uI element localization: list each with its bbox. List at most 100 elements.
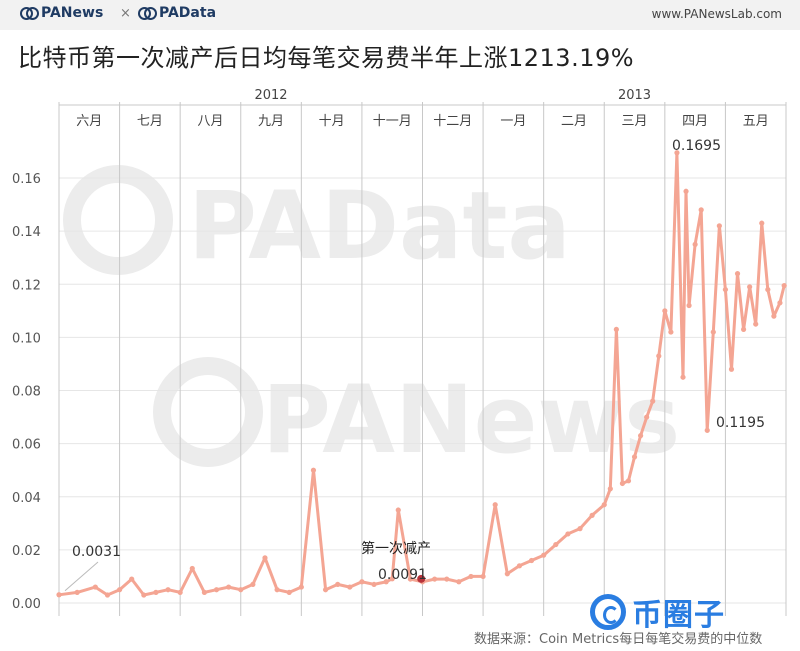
data-point — [322, 587, 329, 593]
data-point — [589, 512, 595, 518]
data-point — [740, 326, 747, 333]
data-point — [716, 223, 722, 229]
brand-separator: × — [120, 6, 131, 21]
month-label: 十二月 — [433, 114, 472, 129]
data-point — [638, 433, 644, 439]
data-point — [74, 589, 80, 595]
data-point — [189, 565, 195, 572]
data-point — [747, 284, 753, 290]
data-point — [528, 557, 535, 564]
data-point — [238, 587, 244, 593]
month-label: 十一月 — [373, 114, 412, 129]
data-point — [153, 589, 159, 595]
year-label: 2013 — [618, 88, 651, 103]
data-point — [674, 150, 680, 156]
data-point — [625, 478, 632, 484]
data-point — [444, 576, 450, 582]
data-point — [432, 576, 438, 582]
data-point — [619, 480, 626, 487]
data-point — [728, 366, 735, 372]
data-point — [668, 329, 674, 335]
data-point — [347, 584, 353, 590]
data-point — [262, 555, 268, 561]
annotation-end-value: 0.1195 — [716, 415, 765, 431]
data-point — [662, 308, 668, 314]
panews-logo: PANews — [20, 5, 103, 21]
halving-marker — [417, 574, 426, 583]
data-point — [722, 286, 729, 293]
data-point — [389, 576, 395, 582]
data-point — [56, 592, 62, 598]
panews-brand-text: PANews — [41, 5, 104, 21]
data-point — [310, 467, 317, 473]
y-tick-label: 0.08 — [12, 385, 41, 400]
month-label: 六月 — [76, 114, 102, 129]
data-point — [492, 502, 498, 508]
month-label: 十月 — [319, 114, 345, 129]
data-point — [141, 592, 147, 598]
data-source-note: 数据来源：Coin Metrics每日每笔交易费的中位数 — [474, 632, 763, 647]
data-point — [456, 579, 462, 585]
month-label: 五月 — [743, 114, 769, 129]
data-point — [516, 563, 523, 569]
data-point — [565, 531, 571, 537]
data-point — [274, 587, 280, 593]
year-label: 2012 — [254, 88, 287, 103]
month-label: 一月 — [500, 114, 526, 129]
data-point — [734, 271, 741, 277]
data-point — [129, 576, 135, 582]
data-point — [759, 220, 765, 226]
month-label: 九月 — [258, 114, 284, 129]
top-brand-bar: PANews × PAData www.PANewsLab.com — [0, 0, 800, 30]
data-point — [504, 571, 510, 577]
corner-logo-text: 币圈子 — [632, 598, 725, 633]
y-tick-label: 0.06 — [12, 438, 41, 453]
data-point — [765, 286, 771, 293]
watermark-padata-icon — [63, 165, 173, 275]
chart-title: 比特币第一次减产后日均每笔交易费半年上涨1213.19% — [18, 44, 635, 72]
data-point — [680, 374, 686, 380]
data-point — [541, 552, 547, 558]
month-label: 三月 — [622, 114, 648, 129]
data-point — [601, 502, 607, 508]
data-point — [644, 414, 650, 420]
data-point — [104, 592, 111, 598]
data-point — [553, 541, 559, 548]
y-tick-label: 0.16 — [12, 172, 41, 187]
data-point — [704, 427, 710, 433]
y-tick-label: 0.02 — [12, 544, 41, 559]
data-point — [165, 587, 171, 593]
y-tick-label: 0.12 — [12, 278, 41, 293]
annotation-halving-value: 0.0091 — [378, 567, 427, 583]
data-point — [656, 353, 662, 359]
data-point — [250, 581, 256, 588]
data-point — [686, 302, 692, 309]
data-point — [383, 579, 389, 585]
annotation-leader — [64, 561, 99, 592]
data-point — [407, 576, 413, 582]
site-url: www.PANewsLab.com — [651, 7, 782, 21]
data-point — [468, 573, 474, 580]
padata-logo: PAData — [138, 5, 216, 21]
data-point — [480, 573, 486, 580]
padata-mark-icon — [138, 7, 157, 20]
month-label: 七月 — [137, 114, 163, 129]
data-point — [335, 581, 341, 588]
y-tick-label: 0.04 — [12, 491, 41, 506]
padata-brand-text: PAData — [159, 5, 217, 21]
y-tick-label: 0.14 — [12, 225, 41, 240]
data-point — [650, 398, 656, 404]
data-point — [577, 526, 583, 532]
data-point — [683, 188, 689, 194]
data-point — [698, 207, 704, 213]
month-label: 二月 — [561, 114, 587, 129]
data-point — [753, 321, 759, 327]
data-point — [781, 282, 787, 289]
annotation-halving-label: 第一次减产 — [361, 540, 431, 557]
data-point — [692, 241, 698, 248]
corner-logo: 币圈子 — [590, 590, 725, 634]
data-point — [395, 507, 401, 513]
annotation-peak-value: 0.1695 — [672, 138, 721, 154]
data-point — [359, 579, 365, 585]
